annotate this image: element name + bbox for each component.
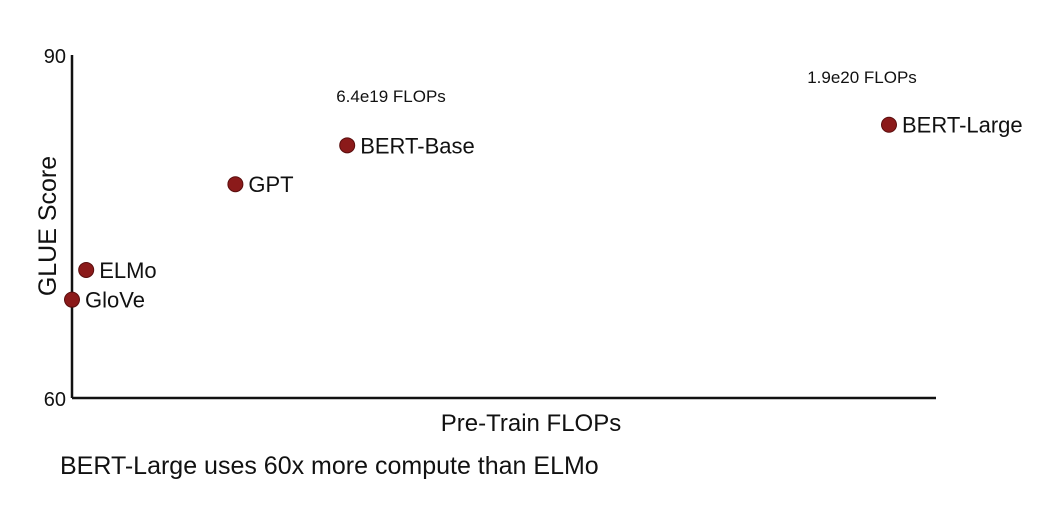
annotation-bert-large-flops: 1.9e20 FLOPs	[807, 68, 917, 87]
point-label-bert-large: BERT-Large	[902, 113, 1023, 138]
point-bert-large	[881, 116, 897, 133]
point-gpt	[227, 176, 244, 193]
x-axis-label: Pre-Train FLOPs	[441, 410, 621, 437]
point-elmo	[78, 261, 95, 278]
y-tick-bottom: 60	[44, 389, 66, 411]
point-label-glove: GloVe	[85, 288, 145, 313]
y-axis-label: GLUE Score	[34, 156, 62, 296]
point-bert-base	[339, 137, 356, 154]
point-label-gpt: GPT	[248, 172, 293, 197]
y-tick-top: 90	[44, 46, 66, 68]
scatter-chart: 90 60 GLUE Score Pre-Train FLOPs 6.4e19 …	[34, 46, 1023, 437]
annotation-bert-base-flops: 6.4e19 FLOPs	[336, 87, 446, 106]
point-glove	[64, 291, 80, 308]
data-points: GloVe ELMo GPT BERT-Base BERT-Large	[64, 113, 1023, 313]
point-label-elmo: ELMo	[99, 258, 156, 283]
point-label-bert-base: BERT-Base	[360, 133, 475, 158]
caption: BERT-Large uses 60x more compute than EL…	[60, 452, 599, 480]
